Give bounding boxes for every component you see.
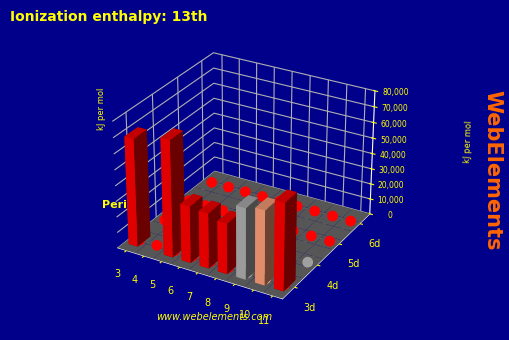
Text: WebElements: WebElements <box>482 90 501 250</box>
Text: Period: Period <box>102 201 142 210</box>
Text: www.webelements.com: www.webelements.com <box>156 311 272 322</box>
Text: kJ per mol: kJ per mol <box>97 88 106 130</box>
Text: Ionization enthalpy: 13th: Ionization enthalpy: 13th <box>10 10 207 24</box>
